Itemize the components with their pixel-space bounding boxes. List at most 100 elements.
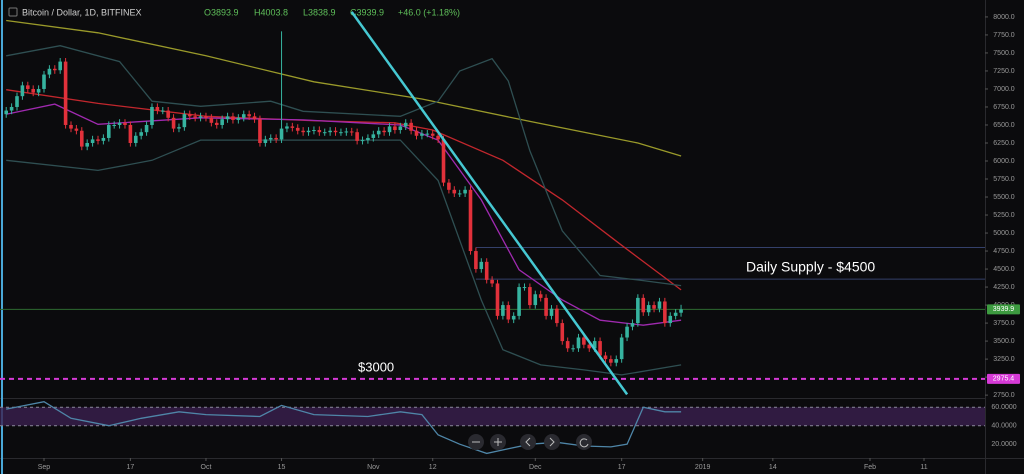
candle-body [322,132,327,134]
candle-body [220,119,224,125]
candle-body [420,133,424,136]
y-tick-label: 5500.0 [993,194,1015,201]
candle-body [263,139,268,143]
y-tick-label: 7250.0 [993,68,1015,75]
candle-body [625,326,629,338]
price-tag-label: 3939.9 [993,306,1015,313]
reset-button[interactable] [576,434,592,450]
candle-body [295,127,300,131]
y-tick-label: 5250.0 [993,212,1015,219]
candle-body [619,337,624,360]
candle-body [479,261,484,270]
candle-body [155,106,160,111]
price-tag [987,373,1020,384]
candle-body [36,88,41,93]
x-tick-label: 14 [769,464,777,471]
candle-body [312,130,316,132]
candle-body [603,355,608,360]
candle-body [646,305,651,313]
zoom-in-button[interactable] [490,434,506,450]
scroll-left-button[interactable] [520,434,536,450]
y-tick-label: 8000.0 [993,14,1015,21]
x-tick-label: Nov [367,464,380,471]
candle-body [592,341,597,349]
y-tick-label: 5750.0 [993,176,1015,183]
candle-body [360,140,365,142]
candle-body [555,308,559,324]
price-tag-label: 2975.4 [993,376,1015,383]
candle-body [85,142,89,147]
candle-body [47,68,52,75]
candle-body [144,124,149,133]
y-tick-label: 3750.0 [993,320,1015,327]
zoom-out-button[interactable] [468,434,484,450]
candle-body [468,189,473,252]
candle-body [204,116,208,118]
candle-body [565,341,570,349]
candle-body [609,359,613,363]
candle-body [182,114,187,128]
candle-body [657,301,662,309]
menu-icon[interactable] [8,7,18,17]
x-tick-label: 17 [618,464,626,471]
candle-body [301,130,305,133]
candle-body [112,124,116,126]
candle-body [96,139,100,141]
x-tick-label: 11 [920,464,927,471]
indicator-line [6,45,682,287]
candle-body [571,348,575,350]
candle-body [517,287,521,316]
header: Bitcoin / Dollar, 1D, BITFINEX O3893.9 H… [8,7,460,17]
candle-body [193,116,197,118]
candle-body [133,135,138,143]
candle-body [355,132,359,141]
candle-body [225,116,230,120]
ohlc-value: O3893.9 [204,7,239,17]
annotation: $3000 [358,359,394,374]
candle-body [522,287,527,289]
candle-body [63,61,68,125]
candle-body [236,117,241,120]
candle-body [382,130,386,133]
candle-body [501,305,505,316]
candle-body [447,182,451,190]
candle-body [231,116,235,120]
ohlc-value: C3939.9 [350,7,384,17]
candle-body [387,126,392,133]
candle-body [463,189,467,194]
candle-body [430,133,435,136]
candle-body [344,131,349,133]
candle-body [495,283,500,316]
candle-body [474,251,478,270]
candle-body [150,106,154,125]
y-tick-label: 6250.0 [993,140,1015,147]
candle-body [9,106,14,111]
indicator-line [6,401,682,455]
y-tick-label: 5000.0 [993,230,1015,237]
candle-body [425,133,430,135]
candle-body [214,122,219,125]
candle-body [560,323,565,342]
candle-body [533,294,538,306]
candle-body [587,344,592,349]
candle-body [160,110,165,112]
y-tick-label: 3500.0 [993,338,1015,345]
candle-body [274,137,278,140]
candle-body [598,341,602,356]
x-tick-label: Dec [529,464,542,471]
x-tick-label: Oct [201,464,212,471]
candle-body [69,124,73,129]
candle-body [26,85,30,89]
scroll-right-button[interactable] [544,434,560,450]
candle-body [79,130,84,147]
candle-body [668,315,673,324]
candle-body [582,337,586,345]
candle-body [403,122,408,127]
candle-body [20,85,25,97]
candle-body [268,137,273,140]
candle-body [376,130,381,135]
x-tick-label: Sep [38,464,51,471]
candle-body [128,124,133,143]
candle-body [52,68,57,71]
